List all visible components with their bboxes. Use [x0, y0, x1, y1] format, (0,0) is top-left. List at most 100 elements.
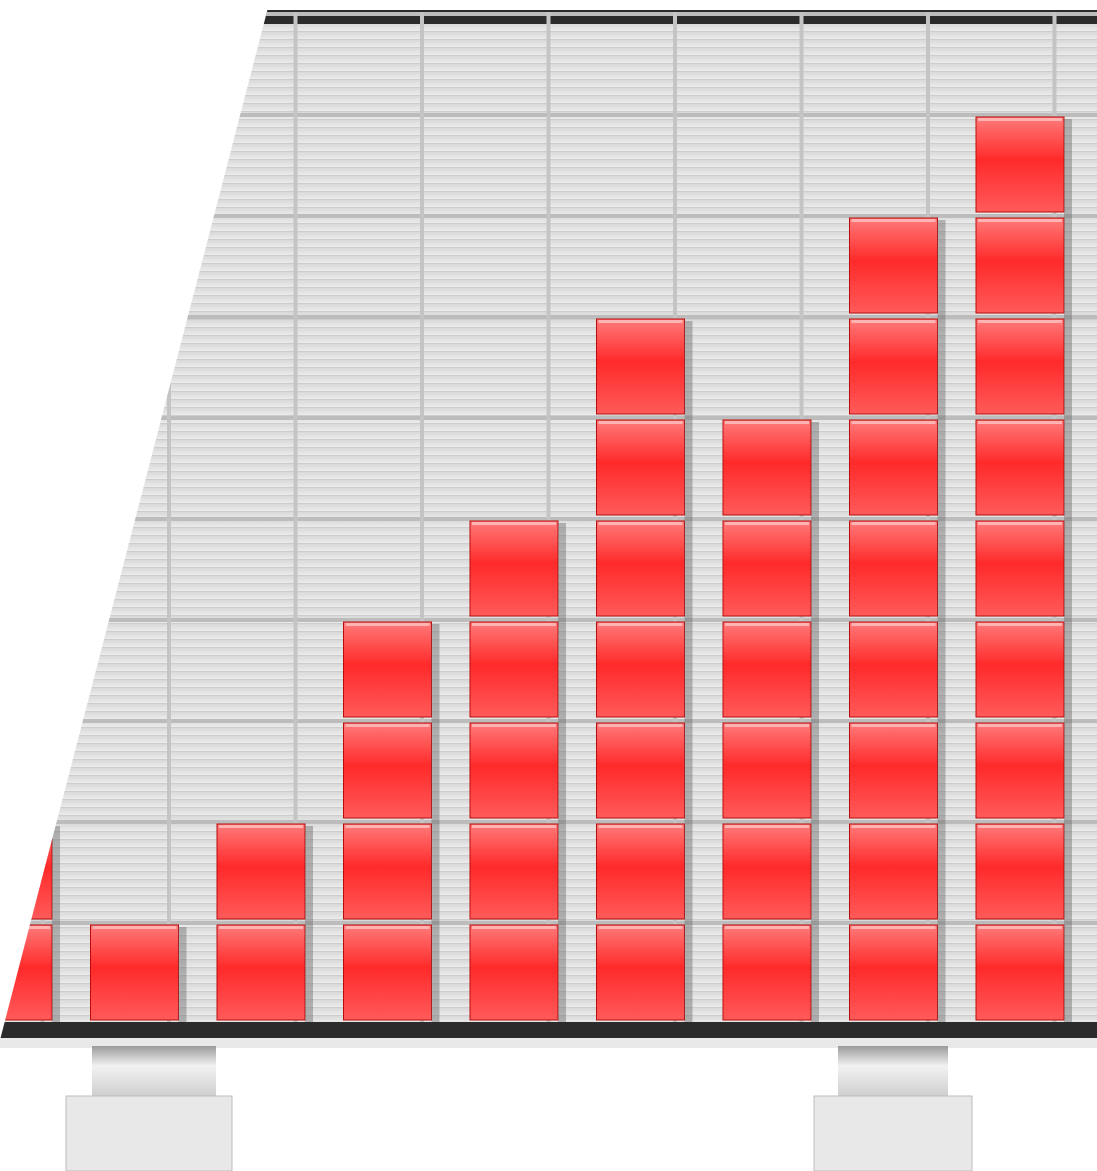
grid-line-v: [799, 12, 804, 1024]
grid-line-v: [293, 12, 298, 1024]
bar-cube: [975, 621, 1065, 718]
bar-cube-highlight: [472, 825, 556, 828]
bar-cube: [343, 823, 432, 920]
bar-cube: [975, 419, 1065, 516]
bar-cube-highlight: [345, 623, 430, 626]
bar-cube-highlight: [345, 724, 430, 727]
bar-cube: [975, 217, 1065, 314]
bar-cube-highlight: [978, 623, 1062, 626]
bar-cube-highlight: [978, 926, 1062, 929]
bar-cube: [343, 621, 432, 718]
bar-cube-highlight: [0, 825, 50, 828]
bar-cube-highlight: [598, 522, 683, 525]
bar-cube-highlight: [978, 219, 1062, 222]
bar-cube-highlight: [978, 522, 1062, 525]
bar-cube-highlight: [978, 320, 1062, 323]
bar-cube: [849, 722, 938, 819]
bar-cube: [90, 924, 179, 1021]
bar-shadow: [305, 826, 313, 1022]
bars-group: [0, 116, 1072, 1022]
bar-cube: [596, 520, 685, 617]
bar-cube-highlight: [851, 522, 936, 525]
bar-cube: [975, 722, 1065, 819]
bar-shadow: [178, 927, 187, 1022]
left-foot: [65, 1046, 233, 1171]
bar-cube: [849, 419, 938, 516]
bar-cube-highlight: [851, 421, 936, 424]
grid-line-v: [546, 12, 551, 1024]
bar-cube: [469, 621, 559, 718]
bar-cube: [975, 318, 1065, 415]
right-foot: [813, 1046, 973, 1171]
bar-cube-highlight: [725, 421, 809, 424]
bar-shadow: [1064, 119, 1072, 1022]
bar-shadow: [937, 220, 946, 1022]
bar-cube: [849, 520, 938, 617]
bar-cube: [596, 924, 685, 1021]
bar-cube: [849, 217, 938, 314]
bar-cube: [596, 318, 685, 415]
bar-cube-highlight: [472, 724, 556, 727]
bar-shadow: [684, 321, 693, 1022]
bar-cube-highlight: [725, 724, 809, 727]
bar-cube: [849, 823, 938, 920]
bar-cube-highlight: [725, 926, 809, 929]
bar-cube: [722, 823, 812, 920]
bar-cube: [469, 520, 559, 617]
bar-cube-highlight: [725, 522, 809, 525]
grid-line-v: [926, 12, 930, 1024]
bar-cube-highlight: [598, 724, 683, 727]
bar-cube-highlight: [851, 825, 936, 828]
bar-cube: [343, 924, 432, 1021]
bar-cube-highlight: [598, 623, 683, 626]
grid-line-v: [420, 12, 424, 1024]
bar-shadow: [431, 624, 440, 1022]
bar-cube: [849, 924, 938, 1021]
bar-cube-highlight: [472, 522, 556, 525]
grid-line-v: [1052, 12, 1057, 1024]
bar-cube: [722, 621, 812, 718]
bar-cube: [216, 823, 306, 920]
bar-cube: [722, 520, 812, 617]
bar-cube: [469, 924, 559, 1021]
bar-cube: [975, 924, 1065, 1021]
base-frame: [0, 1022, 1097, 1038]
bar-cube: [975, 823, 1065, 920]
bar-cube: [975, 116, 1065, 213]
bar-cube: [469, 823, 559, 920]
bar-cube: [469, 722, 559, 819]
base-shine: [0, 1038, 1097, 1048]
bar-cube-highlight: [345, 926, 430, 929]
bar-cube-highlight: [598, 926, 683, 929]
bar-cube-highlight: [598, 825, 683, 828]
bar-shadow: [52, 826, 60, 1022]
bar-cube: [849, 318, 938, 415]
bar-cube: [722, 722, 812, 819]
bar-cube-highlight: [978, 421, 1062, 424]
bar-cube-highlight: [472, 623, 556, 626]
bar-cube-highlight: [978, 825, 1062, 828]
bar-cube-highlight: [92, 926, 177, 929]
bar-cube-highlight: [851, 219, 936, 222]
bar-cube-highlight: [598, 320, 683, 323]
bar-cube: [722, 924, 812, 1021]
bar-shadow: [558, 523, 566, 1022]
bar-cube: [596, 419, 685, 516]
bar-cube-highlight: [472, 926, 556, 929]
bar-shadow: [811, 422, 819, 1022]
bar-cube-highlight: [345, 825, 430, 828]
bar-cube: [849, 621, 938, 718]
bar-cube-highlight: [851, 724, 936, 727]
bar-cube-highlight: [219, 825, 303, 828]
bar-cube-highlight: [851, 320, 936, 323]
bar-cube-highlight: [598, 421, 683, 424]
bar-cube-highlight: [0, 926, 50, 929]
bar-cube-highlight: [219, 926, 303, 929]
bar-cube: [596, 621, 685, 718]
grid-line-v: [673, 12, 677, 1024]
bar-cube: [722, 419, 812, 516]
grid-line-v: [167, 12, 171, 1024]
bar-cube: [596, 823, 685, 920]
